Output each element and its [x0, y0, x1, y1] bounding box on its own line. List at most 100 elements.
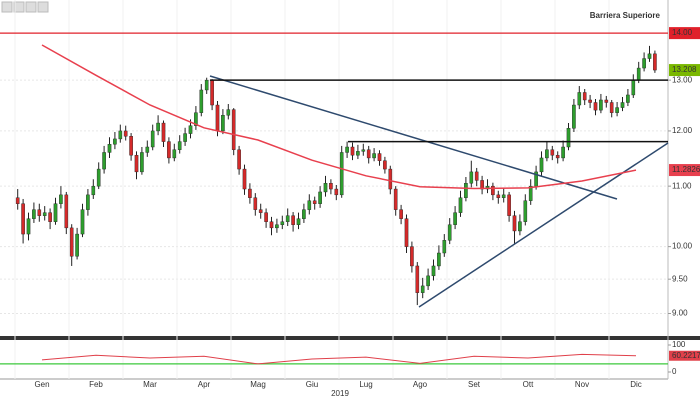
candle-body	[237, 149, 241, 170]
candle-body	[258, 209, 263, 213]
x-tick-label: Gen	[34, 380, 49, 389]
y-tick-label: 9.50	[672, 274, 688, 283]
candle-body	[183, 133, 187, 142]
candle-body	[383, 160, 387, 170]
candle-body	[626, 94, 630, 103]
candle-body	[307, 200, 312, 210]
candle-body	[64, 194, 69, 229]
candle-body	[172, 149, 177, 159]
candle-body	[620, 102, 625, 108]
x-tick-label: Feb	[89, 380, 103, 389]
level-tag	[669, 27, 700, 40]
candle-body	[26, 218, 31, 235]
candle-body	[572, 104, 576, 129]
candle-body	[275, 224, 279, 229]
candle-body	[431, 265, 436, 277]
y-tick-label: 13.00	[672, 75, 693, 84]
x-tick-label: Mar	[143, 380, 157, 389]
candle-body	[194, 112, 198, 126]
candle-body	[226, 109, 231, 116]
candle-body	[642, 58, 646, 69]
candle-body	[539, 157, 544, 173]
candle-body	[512, 215, 517, 232]
candle-body	[426, 275, 430, 287]
candle-body	[21, 203, 25, 235]
candle-body	[177, 141, 182, 150]
trendline	[209, 75, 618, 200]
osc-tag	[669, 350, 700, 361]
candle-body	[582, 92, 587, 101]
candle-body	[599, 99, 603, 111]
osc-tag-label: 60.2217	[672, 351, 700, 360]
candle-body	[566, 128, 571, 148]
last-price-tag-label: 13.208	[672, 65, 697, 74]
candle-body	[69, 227, 74, 257]
moving-average	[41, 44, 637, 190]
candle-body	[561, 146, 565, 159]
candle-body	[329, 183, 333, 190]
toolbar[interactable]	[1, 1, 49, 13]
candle-body	[199, 89, 204, 113]
candle-body	[167, 141, 171, 159]
last-price-tag	[669, 64, 700, 77]
candle-body	[609, 102, 614, 113]
candle-body	[393, 188, 398, 210]
candle-body	[361, 149, 366, 152]
x-tick-label: Nov	[575, 380, 589, 389]
x-tick-label: Set	[468, 380, 481, 389]
x-tick-label: Lug	[359, 380, 372, 389]
candle-body	[356, 151, 360, 156]
y-tick-label: 10.00	[672, 242, 693, 251]
candle-body	[107, 144, 112, 153]
candle-body	[377, 153, 382, 161]
tool-button[interactable]	[13, 1, 25, 13]
candle-body	[420, 285, 425, 293]
candle-body	[615, 107, 619, 113]
y-tick-label: 11.00	[672, 181, 692, 190]
candle-body	[210, 79, 214, 106]
candle-body	[334, 188, 339, 196]
candle-body	[588, 99, 592, 103]
tool-button[interactable]	[37, 1, 49, 13]
candle-body	[113, 138, 117, 145]
x-tick-label: Ott	[523, 380, 534, 389]
candle-body	[318, 191, 322, 204]
candle-body	[312, 200, 317, 204]
candle-body	[264, 212, 268, 222]
plot-area	[15, 45, 657, 306]
y-tick-label: 9.00	[672, 309, 688, 318]
candle-body	[118, 130, 123, 140]
candle-body	[134, 154, 139, 173]
candle-body	[550, 149, 555, 156]
candle-body	[80, 209, 85, 235]
tool-button[interactable]	[1, 1, 13, 13]
candle-body	[145, 146, 150, 153]
candle-body	[269, 221, 274, 229]
candle-body	[410, 246, 414, 267]
candle-body	[491, 185, 495, 196]
candle-body	[59, 194, 63, 204]
x-tick-label: Ago	[413, 380, 428, 389]
candle-body	[231, 109, 236, 150]
candle-body	[221, 115, 225, 132]
candle-body	[555, 154, 560, 159]
candle-body	[399, 209, 403, 219]
tool-button[interactable]	[25, 1, 37, 13]
x-tick-label: Giu	[306, 380, 318, 389]
candle-body	[42, 212, 47, 216]
candle-body	[15, 197, 20, 204]
candle-body	[631, 79, 636, 96]
x-tick-label: Dic	[630, 380, 642, 389]
panel-separator	[0, 336, 700, 340]
oscillator-line	[41, 353, 637, 365]
overlay: Barriera Superiore 14.00 13.208 11.2826 60.2…	[0, 11, 700, 365]
candle-body	[453, 212, 457, 225]
candle-body	[345, 146, 349, 153]
candle-body	[215, 104, 220, 132]
candle-body	[53, 203, 58, 222]
candle-body	[296, 218, 301, 225]
candle-body	[647, 53, 652, 59]
candle-body	[323, 183, 328, 193]
